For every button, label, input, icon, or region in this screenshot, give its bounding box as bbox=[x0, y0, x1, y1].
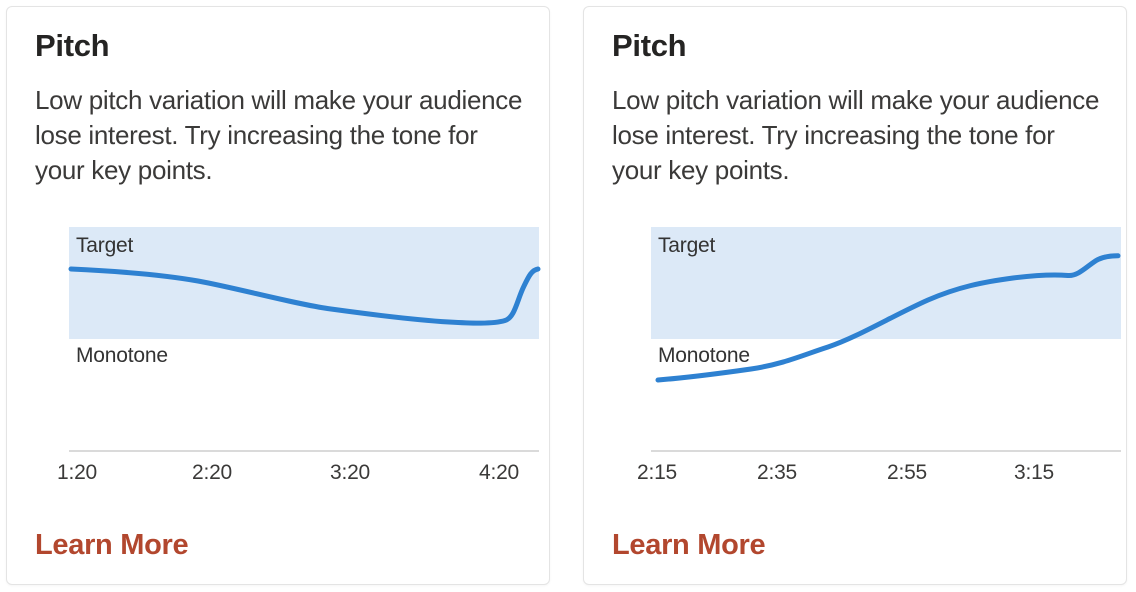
time-tick: 4:20 bbox=[478, 461, 520, 484]
pitch-chart: Target Monotone 2:15 2:35 2:55 3:15 bbox=[637, 227, 1121, 497]
time-tick: 1:20 bbox=[56, 461, 98, 484]
card-description: Low pitch variation will make your audie… bbox=[612, 85, 1100, 185]
time-tick: 2:35 bbox=[756, 461, 798, 484]
pitch-card-1: Pitch Low pitch variation will make your… bbox=[6, 6, 550, 585]
learn-more-link[interactable]: Learn More bbox=[35, 529, 189, 561]
card-title: Pitch bbox=[35, 28, 110, 63]
pitch-card-2: Pitch Low pitch variation will make your… bbox=[583, 6, 1127, 585]
pitch-line bbox=[655, 253, 1121, 383]
target-band-label: Target bbox=[76, 234, 134, 257]
time-axis-line bbox=[651, 450, 1121, 452]
monotone-label: Monotone bbox=[76, 344, 168, 367]
pitch-line bbox=[68, 266, 541, 326]
time-axis-line bbox=[69, 450, 539, 452]
pitch-line-plot bbox=[68, 266, 541, 326]
card-description: Low pitch variation will make your audie… bbox=[35, 85, 523, 185]
time-tick: 2:55 bbox=[886, 461, 928, 484]
learn-more-link[interactable]: Learn More bbox=[612, 529, 766, 561]
target-band-label: Target bbox=[658, 234, 716, 257]
pitch-chart: Target Monotone 1:20 2:20 3:20 4:20 bbox=[57, 227, 541, 497]
time-tick: 3:15 bbox=[1013, 461, 1055, 484]
pitch-line-plot bbox=[655, 253, 1121, 383]
time-tick: 2:20 bbox=[191, 461, 233, 484]
time-tick: 3:20 bbox=[329, 461, 371, 484]
card-title: Pitch bbox=[612, 28, 687, 63]
time-tick: 2:15 bbox=[636, 461, 678, 484]
monotone-label: Monotone bbox=[658, 344, 750, 367]
